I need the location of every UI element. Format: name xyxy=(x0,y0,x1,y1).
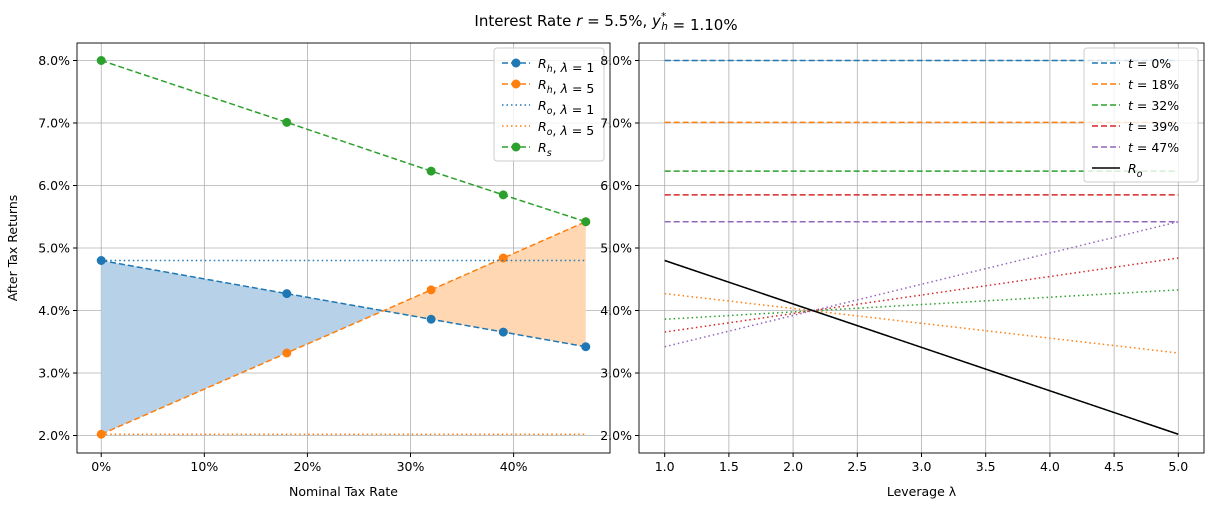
y-tick-label: 8.0% xyxy=(38,53,70,68)
x-tick-label: 5.0 xyxy=(1168,459,1188,474)
data-point xyxy=(282,289,292,299)
y-tick-label: 2.0% xyxy=(600,428,632,443)
data-point xyxy=(498,327,508,337)
chart-title: Interest Rate r = 5.5%, y* h = 1.10% xyxy=(474,11,737,34)
x-tick-label: 4.0 xyxy=(1040,459,1060,474)
legend-label: t = 0% xyxy=(1128,56,1171,71)
data-point xyxy=(96,56,106,65)
x-tick-label: 4.5 xyxy=(1104,459,1124,474)
y-axis-label: After Tax Returns xyxy=(5,195,20,302)
legend-label: Ro xyxy=(1128,161,1143,180)
x-tick-label: 1.5 xyxy=(719,459,739,474)
legend-marker xyxy=(511,58,521,68)
left-chart: 0% 10% 20% 30% 40% 2.0% 3.0% 4.0% 5.0% 6.0% 7.0% 8.… xyxy=(5,42,611,499)
data-point xyxy=(282,117,292,127)
legend-label: t = 39% xyxy=(1128,119,1179,134)
legend-box xyxy=(1083,47,1199,183)
y-tick-label: 3.0% xyxy=(600,366,632,381)
legend: Rh, λ = 1 Rh, λ = 5 Ro, λ = 1 Ro, λ = 5 Rs xyxy=(493,47,605,162)
y-tick-label: 8.0% xyxy=(600,53,632,68)
series-line-8 xyxy=(664,257,1179,333)
fill-region-blue xyxy=(101,260,384,435)
x-tick-label: 20% xyxy=(294,459,322,474)
fill-region-orange xyxy=(383,221,586,347)
x-tick-label: 3.5 xyxy=(976,459,996,474)
y-tick-label: 7.0% xyxy=(600,116,632,131)
y-tick-label: 4.0% xyxy=(600,303,632,318)
x-tick-label: 0% xyxy=(91,459,111,474)
legend-label: Ro, λ = 5 xyxy=(538,119,594,138)
x-tick-label: 30% xyxy=(397,459,425,474)
data-point xyxy=(581,342,591,352)
y-tick-label: 6.0% xyxy=(38,178,70,193)
legend-label: Ro, λ = 1 xyxy=(538,98,594,117)
legend: t = 0% t = 18% t = 32% t = 39% t = 47% Ro xyxy=(1083,47,1199,183)
legend-marker xyxy=(511,79,521,89)
data-point xyxy=(282,348,292,358)
y-tick-label: 2.0% xyxy=(38,428,70,443)
y-tick-label: 6.0% xyxy=(600,178,632,193)
data-point xyxy=(498,190,508,200)
axes-frame xyxy=(76,42,611,454)
y-tick-label: 5.0% xyxy=(38,241,70,256)
series-line-6 xyxy=(664,292,1179,354)
data-point xyxy=(426,285,436,295)
legend-label: Rs xyxy=(538,140,552,159)
y-tick-label: 5.0% xyxy=(600,241,632,256)
legend-label: t = 18% xyxy=(1128,77,1179,92)
x-tick-label: 2.0 xyxy=(783,459,803,474)
x-axis-label: Leverage λ xyxy=(887,484,957,499)
x-tick-label: 2.5 xyxy=(847,459,867,474)
data-point xyxy=(426,314,436,324)
x-tick-label: 10% xyxy=(190,459,218,474)
data-point xyxy=(498,253,508,263)
y-tick-label: 4.0% xyxy=(38,303,70,318)
x-axis-label: Nominal Tax Rate xyxy=(289,484,398,499)
y-tick-label: 3.0% xyxy=(38,366,70,381)
series-line-10 xyxy=(664,259,1179,435)
data-point xyxy=(426,166,436,176)
legend-label: Rh, λ = 1 xyxy=(538,56,594,75)
x-tick-label: 3.0 xyxy=(912,459,932,474)
data-point xyxy=(581,217,591,227)
legend-label: t = 32% xyxy=(1128,98,1179,113)
legend-label: t = 47% xyxy=(1128,140,1179,155)
right-chart: 1.0 1.5 2.0 2.5 3.0 3.5 4.0 4.5 5.0 2.0% 3.0% 4.0% 5… xyxy=(600,42,1205,499)
legend-marker xyxy=(511,142,521,152)
series-line-7 xyxy=(664,289,1179,320)
legend-label: Rh, λ = 5 xyxy=(538,77,594,96)
x-tick-label: 40% xyxy=(500,459,528,474)
y-tick-label: 7.0% xyxy=(38,116,70,131)
x-tick-label: 1.0 xyxy=(655,459,675,474)
axes-frame xyxy=(638,42,1205,454)
legend-box xyxy=(493,47,605,162)
